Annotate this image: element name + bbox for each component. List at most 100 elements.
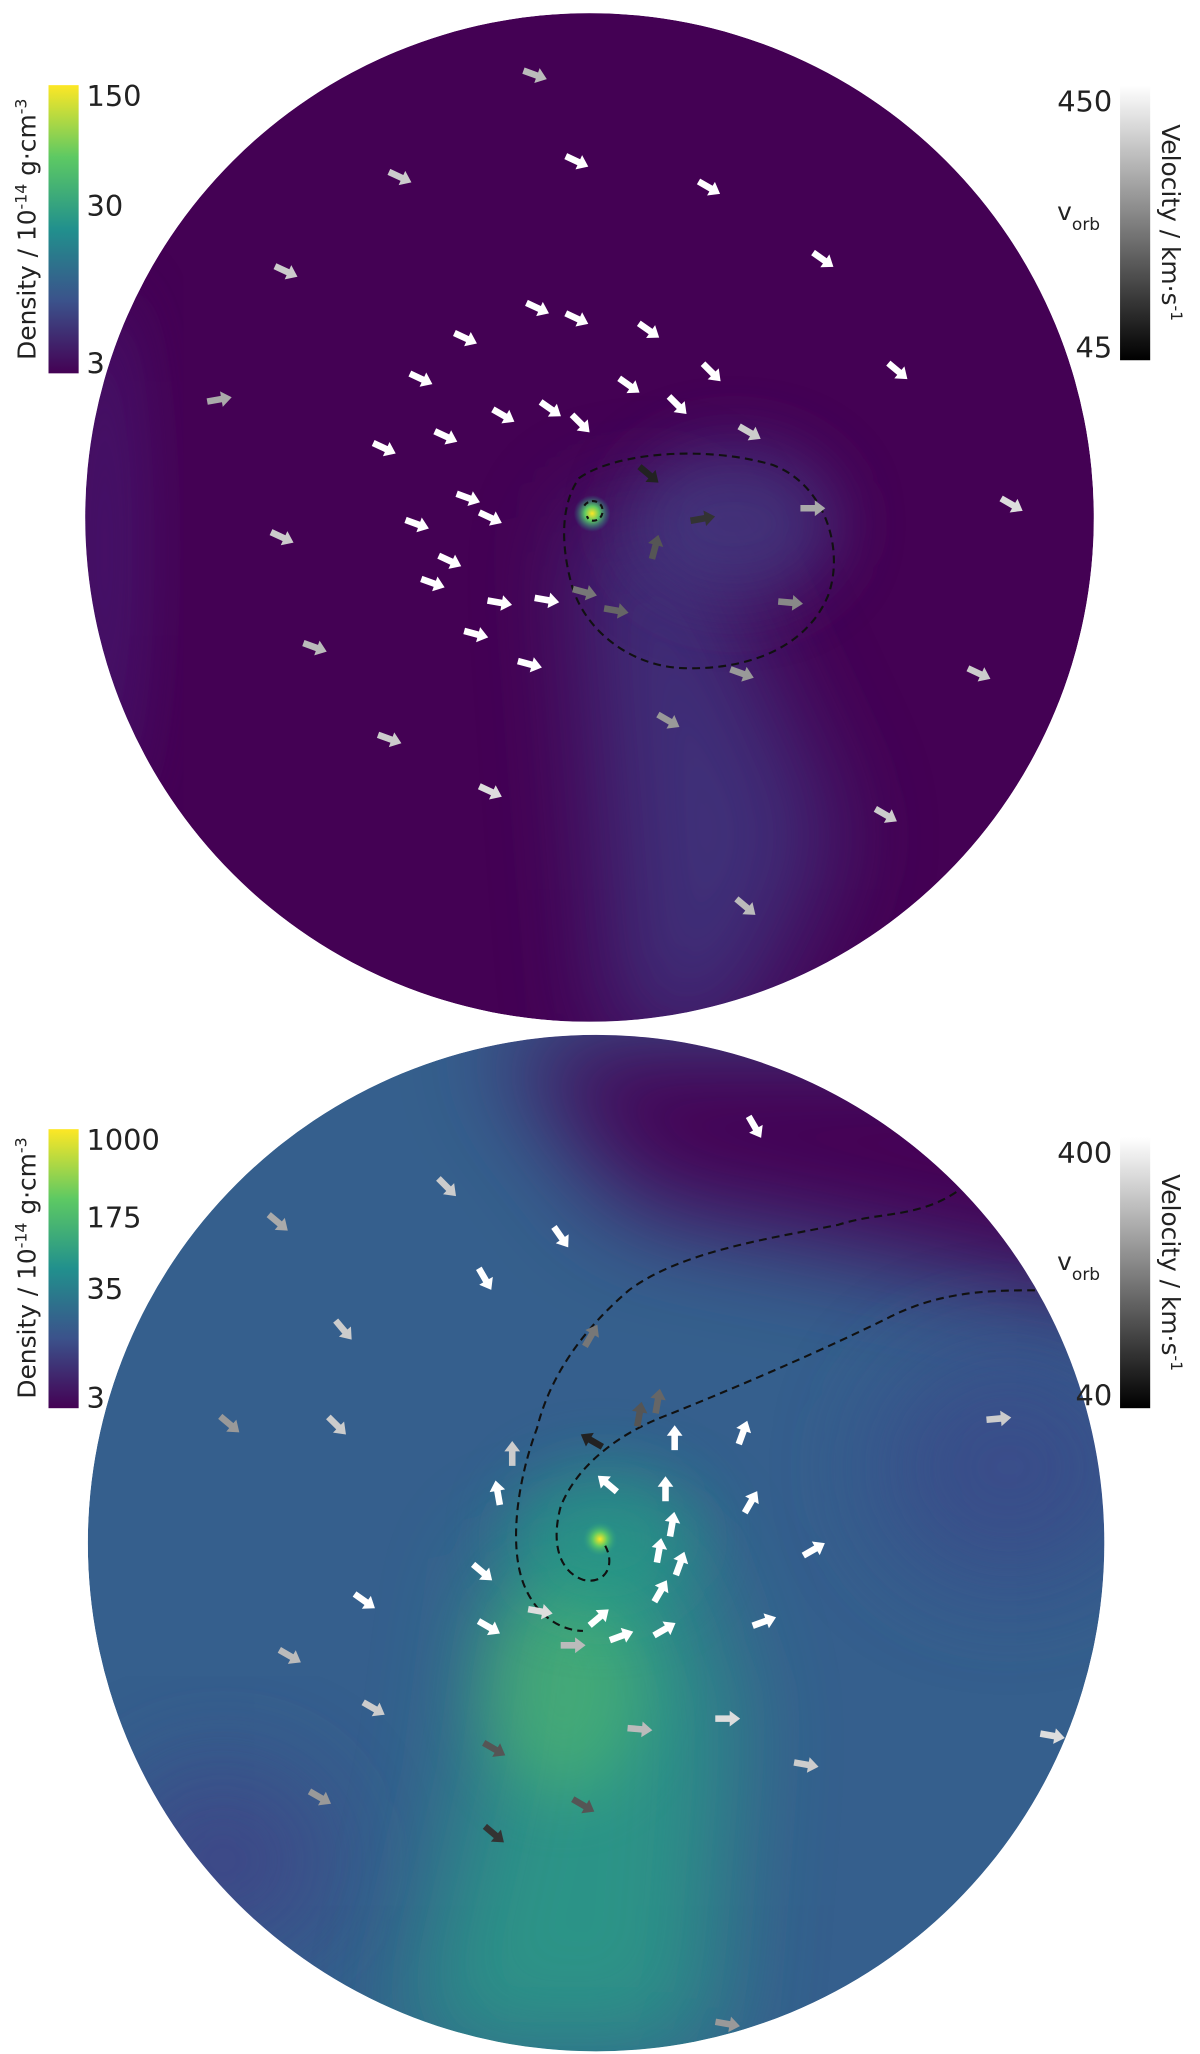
label-text: Density / 10 bbox=[12, 209, 41, 359]
density-map bbox=[85, 13, 1094, 1022]
label-text: Velocity / km·s bbox=[1156, 124, 1185, 305]
velocity-arrow bbox=[564, 153, 589, 170]
velocity-axis-label: Velocity / km·s-1 bbox=[1156, 1174, 1187, 1371]
velocity-arrow bbox=[741, 1491, 759, 1515]
velocity-arrow bbox=[651, 1538, 668, 1564]
velocity-arrow bbox=[482, 1740, 506, 1757]
velocity-arrow bbox=[534, 592, 560, 609]
top-panel bbox=[85, 13, 1094, 1022]
orbital-velocity-marker: vorb bbox=[1057, 197, 1100, 235]
velocity-arrow bbox=[206, 391, 232, 407]
velocity-arrow bbox=[455, 490, 481, 507]
velocity-arrow bbox=[538, 399, 561, 417]
velocity-arrow bbox=[801, 1541, 825, 1559]
velocity-arrow bbox=[564, 310, 589, 327]
velocity-arrow bbox=[700, 361, 721, 382]
velocity-arrow bbox=[617, 375, 640, 394]
velocity-arrow bbox=[517, 657, 542, 673]
label-text: g·cm bbox=[12, 114, 41, 184]
velocity-arrow bbox=[597, 1475, 619, 1495]
velocity-arrow bbox=[582, 1324, 599, 1348]
density-tick-label: 175 bbox=[86, 1201, 141, 1235]
velocity-arrow bbox=[873, 806, 897, 823]
velocity-arrow bbox=[636, 320, 660, 339]
velocity-arrow bbox=[307, 1788, 332, 1806]
velocity-arrow bbox=[361, 1699, 385, 1717]
velocity-arrow bbox=[637, 464, 659, 483]
density-tick-label: 35 bbox=[86, 1272, 123, 1306]
velocity-arrow bbox=[966, 665, 991, 682]
velocity-arrow bbox=[800, 500, 826, 517]
density-colorbar bbox=[48, 1129, 79, 1409]
velocity-arrow bbox=[527, 1603, 553, 1620]
velocity-arrow bbox=[986, 1410, 1012, 1427]
label-superscript: -3 bbox=[11, 99, 30, 115]
velocity-tick-label: 40 bbox=[1076, 1379, 1113, 1413]
label-text: g·cm bbox=[12, 1153, 41, 1223]
velocity-arrow bbox=[404, 516, 429, 533]
density-tick-label: 3 bbox=[86, 1381, 104, 1415]
density-axis-label: Density / 10-14 g·cm-3 bbox=[11, 1137, 42, 1398]
velocity-arrow bbox=[569, 412, 590, 433]
velocity-arrow bbox=[482, 1823, 504, 1843]
velocity-arrow bbox=[734, 896, 756, 915]
velocity-arrow bbox=[656, 711, 680, 729]
velocity-arrow bbox=[477, 509, 502, 526]
velocity-arrow bbox=[333, 1318, 352, 1340]
label-superscript: -1 bbox=[1167, 1355, 1186, 1371]
velocity-arrow bbox=[689, 510, 716, 527]
velocity-arrow bbox=[603, 603, 629, 619]
velocity-arrow bbox=[811, 249, 834, 268]
velocity-arrow bbox=[387, 168, 412, 186]
velocity-arrow bbox=[277, 1647, 301, 1664]
velocity-arrow bbox=[580, 1432, 604, 1450]
density-map bbox=[87, 1034, 1105, 2052]
velocity-arrow bbox=[436, 1176, 456, 1197]
velocity-arrow bbox=[1039, 1728, 1065, 1744]
marker-symbol: v bbox=[1057, 197, 1072, 226]
velocity-arrow bbox=[666, 1425, 683, 1451]
velocity-arrow bbox=[302, 640, 327, 656]
velocity-arrow bbox=[648, 534, 664, 560]
label-text: Density / 10 bbox=[12, 1248, 41, 1398]
label-superscript: -3 bbox=[11, 1137, 30, 1153]
velocity-arrow bbox=[420, 575, 445, 592]
velocity-arrow bbox=[408, 370, 433, 387]
density-tick-label: 3 bbox=[86, 346, 104, 380]
marker-subscript: orb bbox=[1072, 1265, 1100, 1285]
label-superscript: -1 bbox=[1167, 305, 1186, 321]
density-tick-label: 1000 bbox=[86, 1123, 159, 1157]
velocity-arrow bbox=[777, 594, 803, 611]
velocity-arrow bbox=[587, 1609, 609, 1628]
label-superscript: -14 bbox=[11, 1223, 30, 1249]
velocity-arrow bbox=[745, 1114, 763, 1138]
velocity-arrow bbox=[886, 360, 908, 380]
velocity-arrow bbox=[352, 1591, 375, 1609]
velocity-arrow bbox=[632, 1401, 648, 1427]
velocity-arrow bbox=[269, 529, 294, 546]
velocity-arrow bbox=[477, 783, 502, 800]
density-axis-label: Density / 10-14 g·cm-3 bbox=[11, 99, 42, 360]
velocity-arrow bbox=[751, 1613, 777, 1629]
velocity-arrow bbox=[560, 1637, 586, 1654]
velocity-arrow bbox=[999, 495, 1023, 513]
velocity-arrow bbox=[489, 1480, 506, 1506]
velocity-axis-label: Velocity / km·s-1 bbox=[1156, 124, 1187, 321]
velocity-arrow bbox=[437, 552, 462, 569]
velocity-arrow bbox=[657, 1476, 674, 1502]
velocity-arrow bbox=[476, 1618, 500, 1636]
velocity-tick-label: 450 bbox=[1057, 84, 1112, 118]
velocity-arrow bbox=[525, 299, 549, 317]
velocity-arrow bbox=[571, 1796, 595, 1814]
velocity-arrow bbox=[486, 595, 513, 611]
velocity-arrow bbox=[651, 1580, 669, 1604]
velocity-colorbar bbox=[1120, 1137, 1151, 1409]
velocity-arrow bbox=[652, 1621, 676, 1639]
velocity-arrow bbox=[737, 423, 761, 441]
velocity-arrow bbox=[463, 627, 489, 643]
velocity-tick-label: 400 bbox=[1057, 1136, 1112, 1170]
velocity-arrow bbox=[504, 1440, 521, 1466]
velocity-arrow bbox=[470, 1561, 493, 1581]
velocity-arrow bbox=[475, 1266, 493, 1290]
